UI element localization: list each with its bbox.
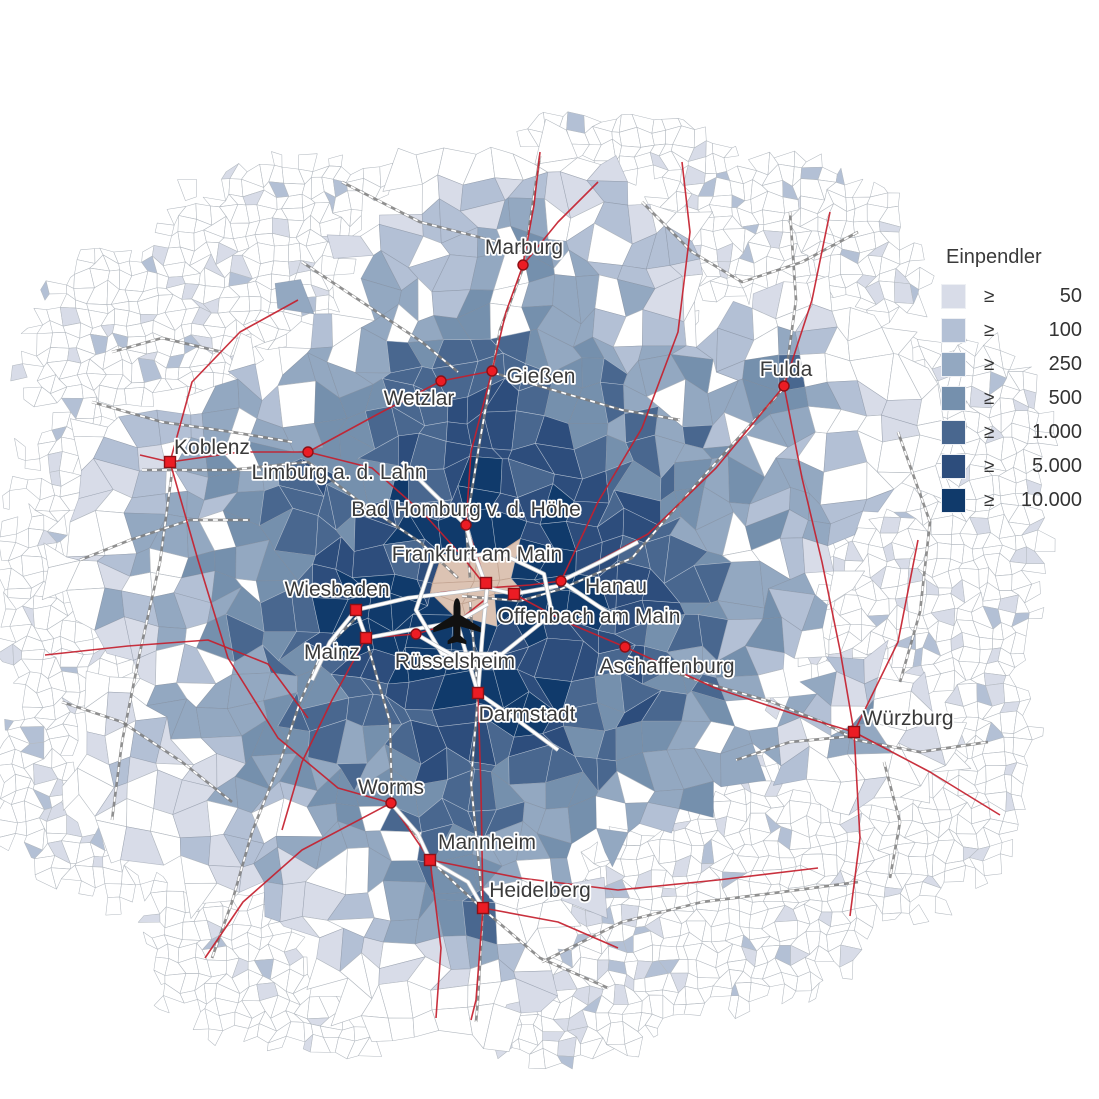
city-marker-dot — [435, 375, 447, 387]
city-marker-square — [507, 587, 521, 601]
city-label: Wetzlar — [384, 387, 455, 410]
city-label: Mainz — [304, 641, 360, 664]
gte-symbol: ≥ — [984, 421, 995, 443]
legend-swatch-500 — [941, 386, 966, 411]
city-marker-dot — [410, 628, 422, 640]
city-label: Gießen — [507, 365, 576, 388]
city-label: Wiesbaden — [284, 578, 389, 601]
legend-title: Einpendler — [946, 246, 1042, 268]
city-marker-square — [479, 576, 493, 590]
airplane-icon — [433, 598, 481, 645]
gte-symbol: ≥ — [984, 387, 995, 409]
legend-swatch-100 — [941, 318, 966, 343]
legend-value: 50 — [1059, 285, 1082, 307]
city-label: Würzburg — [862, 707, 953, 730]
city-marker-dot — [778, 380, 790, 392]
legend-row: ≥ 5.000 — [941, 454, 1082, 479]
city-label: Hanau — [585, 575, 647, 598]
city-marker-square — [423, 853, 437, 867]
city-marker-dot — [302, 446, 314, 458]
legend-swatch-10000 — [941, 488, 966, 513]
city-marker-dot — [619, 641, 631, 653]
legend-swatch-1000 — [941, 420, 966, 445]
legend-value: 250 — [1048, 353, 1082, 375]
legend-row: ≥ 500 — [941, 386, 1082, 411]
legend-value: 1.000 — [1031, 421, 1082, 443]
city-label: Frankfurt am Main — [392, 543, 562, 566]
gte-symbol: ≥ — [984, 489, 995, 511]
city-marker-dot — [486, 365, 498, 377]
gte-symbol: ≥ — [984, 455, 995, 477]
legend-value: 10.000 — [1020, 489, 1082, 511]
road-lines — [44, 151, 1001, 1021]
city-marker-square — [349, 603, 363, 617]
legend-row: ≥ 250 — [941, 352, 1082, 377]
airport-icon — [433, 598, 481, 645]
legend: Einpendler ≥ 50 ≥ 100 ≥ 250 ≥ 500 ≥ 1.00… — [941, 246, 1082, 522]
legend-row: ≥ 100 — [941, 318, 1082, 343]
city-marker-dot — [555, 575, 567, 587]
city-label: Rüsselsheim — [395, 650, 515, 673]
city-label: Darmstadt — [479, 703, 576, 726]
city-label: Limburg a. d. Lahn — [251, 461, 426, 484]
railway-lines — [61, 155, 989, 1023]
legend-swatch-5000 — [941, 454, 966, 479]
legend-value: 500 — [1048, 387, 1082, 409]
legend-row: ≥ 10.000 — [941, 488, 1082, 513]
city-marker-dot — [460, 519, 472, 531]
city-label: Bad Homburg v. d. Höhe — [351, 498, 581, 521]
city-label: Heidelberg — [489, 879, 591, 902]
city-marker-square — [476, 901, 490, 915]
city-marker-square — [359, 631, 373, 645]
city-marker-dot — [517, 259, 529, 271]
city-marker-square — [471, 686, 485, 700]
city-marker-square — [847, 725, 861, 739]
legend-row: ≥ 1.000 — [941, 420, 1082, 445]
city-label: Worms — [358, 776, 424, 799]
city-label: Fulda — [760, 358, 813, 381]
city-label: Aschaffenburg — [599, 655, 734, 678]
city-marker-dot — [385, 797, 397, 809]
city-labels: Marburg Gießen Wetzlar Fulda KoblenzLimburg … — [172, 234, 955, 904]
legend-row: ≥ 50 — [941, 284, 1082, 309]
gte-symbol: ≥ — [984, 353, 995, 375]
city-label: Marburg — [485, 236, 563, 259]
city-label: Koblenz — [174, 436, 250, 459]
legend-value: 5.000 — [1031, 455, 1082, 477]
city-label: Mannheim — [438, 831, 536, 854]
city-label: Offenbach am Main — [498, 605, 681, 628]
city-marker-square — [163, 455, 177, 469]
legend-value: 100 — [1048, 319, 1082, 341]
gte-symbol: ≥ — [984, 319, 995, 341]
gte-symbol: ≥ — [984, 285, 995, 307]
motorway-lines — [310, 460, 640, 910]
city-markers — [163, 259, 861, 915]
legend-swatch-50 — [941, 284, 966, 309]
legend-swatch-250 — [941, 352, 966, 377]
